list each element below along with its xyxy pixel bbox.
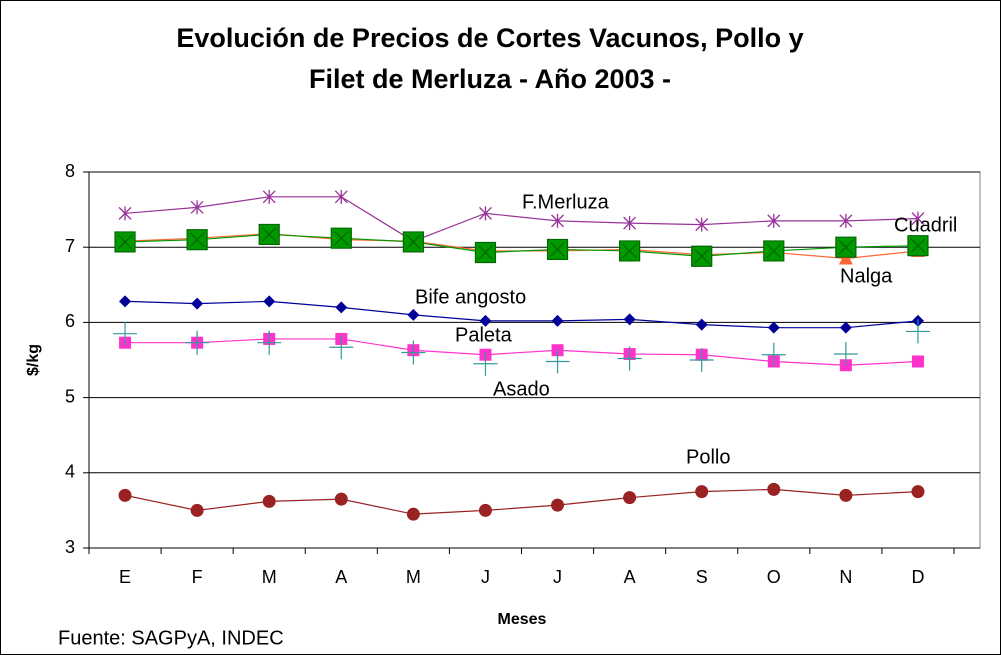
marker (695, 485, 709, 499)
marker (190, 503, 204, 517)
series-annotation: Cuadril (894, 214, 957, 236)
chart-title: Filet de Merluza - Año 2003 - (309, 64, 671, 94)
marker (767, 213, 781, 228)
marker (911, 355, 924, 368)
marker (907, 235, 929, 257)
marker (185, 330, 210, 355)
series-line (124, 196, 918, 242)
marker (262, 189, 276, 204)
marker (839, 321, 852, 334)
y-tick-label: 4 (65, 462, 75, 482)
marker (190, 200, 204, 215)
marker (474, 241, 497, 264)
marker (695, 217, 709, 232)
x-tick-label: S (696, 567, 708, 587)
marker (335, 301, 348, 314)
x-tick-label: M (406, 567, 421, 587)
marker (330, 227, 352, 249)
marker (689, 348, 714, 372)
marker (119, 295, 132, 308)
marker (623, 313, 636, 326)
marker (551, 213, 565, 228)
y-tick-label: 8 (65, 161, 75, 181)
x-tick-label: E (119, 567, 131, 587)
x-tick-label: J (481, 567, 490, 587)
x-tick-label: A (624, 567, 636, 587)
series-annotation: Bife angosto (415, 286, 526, 308)
x-tick-label: J (553, 567, 562, 587)
marker (835, 236, 857, 258)
marker (761, 342, 786, 367)
marker (546, 238, 569, 261)
marker (406, 507, 420, 521)
marker (905, 319, 930, 344)
x-tick-label: N (839, 567, 852, 587)
series-line (124, 488, 918, 515)
x-tick-label: A (335, 567, 347, 587)
marker (839, 488, 853, 502)
marker (551, 498, 565, 512)
y-tick-label: 5 (65, 386, 75, 406)
series-line (125, 300, 919, 329)
marker (478, 503, 492, 517)
y-tick-label: 3 (65, 537, 75, 557)
x-tick-label: O (767, 567, 781, 587)
chart-title: Evolución de Precios de Cortes Vacunos, … (176, 23, 803, 53)
marker (545, 349, 570, 374)
marker (551, 314, 564, 327)
marker (763, 240, 785, 262)
marker (113, 321, 138, 346)
x-tick-label: M (262, 567, 277, 587)
series-annotation: Asado (493, 378, 550, 400)
series-annotation: Pollo (686, 446, 730, 468)
marker (911, 485, 925, 499)
series-annotation: Nalga (840, 265, 893, 287)
series-annotation: Paleta (455, 324, 513, 346)
marker (258, 223, 280, 246)
marker (839, 213, 853, 228)
marker (767, 321, 780, 334)
marker (617, 346, 642, 371)
series-line (125, 233, 918, 257)
series-annotation: F.Merluza (522, 191, 610, 213)
y-tick-label: 7 (65, 236, 75, 256)
y-axis-label: $/kg (25, 344, 42, 376)
y-tick-label: 6 (65, 311, 75, 331)
marker (911, 211, 925, 226)
marker (402, 231, 424, 253)
marker (401, 340, 426, 365)
marker (767, 482, 781, 496)
marker (478, 206, 492, 221)
marker (334, 492, 348, 506)
x-axis-label: Meses (498, 611, 547, 628)
marker (623, 216, 637, 231)
source-note: Fuente: SAGPyA, INDEC (58, 627, 284, 649)
marker (833, 341, 858, 366)
marker (263, 295, 276, 308)
marker (619, 240, 641, 262)
marker (186, 229, 208, 251)
marker (257, 330, 282, 355)
marker (334, 189, 348, 204)
marker (479, 314, 492, 327)
marker (262, 494, 276, 508)
marker (407, 308, 420, 321)
marker (191, 297, 204, 310)
marker (838, 251, 853, 265)
marker (329, 335, 354, 360)
marker (623, 491, 637, 505)
marker (691, 245, 713, 267)
series-line (125, 338, 918, 366)
x-tick-label: F (192, 567, 203, 587)
marker (118, 206, 132, 221)
marker (114, 231, 136, 253)
marker (473, 351, 498, 376)
marker (695, 318, 708, 331)
marker (118, 488, 132, 502)
x-tick-label: D (911, 567, 924, 587)
